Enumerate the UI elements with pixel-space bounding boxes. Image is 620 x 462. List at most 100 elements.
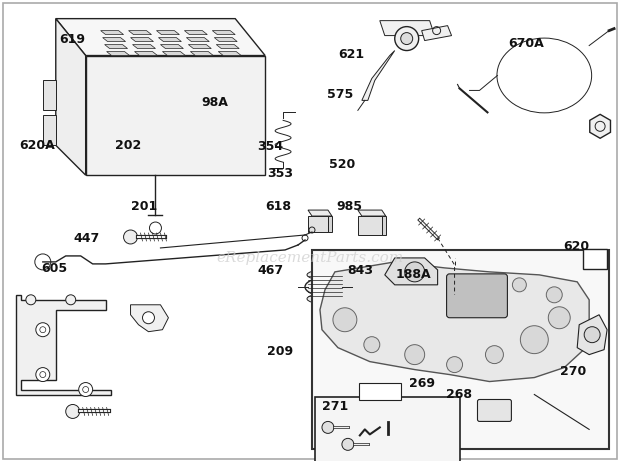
Polygon shape (188, 44, 211, 49)
Text: eReplacementParts.com: eReplacementParts.com (216, 251, 404, 265)
Circle shape (546, 287, 562, 303)
Circle shape (79, 383, 92, 396)
Circle shape (548, 307, 570, 328)
Text: 269: 269 (409, 377, 435, 390)
Polygon shape (16, 295, 110, 395)
Ellipse shape (307, 270, 343, 280)
FancyBboxPatch shape (376, 302, 400, 324)
Polygon shape (422, 25, 451, 41)
Polygon shape (382, 216, 386, 235)
Text: 620A: 620A (19, 139, 55, 152)
Circle shape (36, 368, 50, 382)
Circle shape (512, 278, 526, 292)
Text: 353: 353 (267, 167, 293, 180)
Text: 202: 202 (115, 139, 141, 152)
Text: 520: 520 (329, 158, 355, 171)
FancyBboxPatch shape (391, 258, 420, 285)
FancyBboxPatch shape (350, 394, 370, 419)
FancyBboxPatch shape (477, 400, 512, 421)
Polygon shape (103, 37, 126, 42)
Circle shape (342, 438, 354, 450)
FancyBboxPatch shape (404, 395, 450, 433)
Text: 618: 618 (265, 201, 291, 213)
Polygon shape (86, 55, 265, 175)
Polygon shape (362, 50, 395, 100)
Polygon shape (218, 52, 241, 55)
Polygon shape (385, 258, 438, 285)
Circle shape (520, 326, 548, 353)
Polygon shape (162, 52, 185, 55)
Polygon shape (590, 115, 611, 138)
Circle shape (446, 357, 463, 372)
Polygon shape (358, 210, 386, 216)
Circle shape (401, 33, 413, 44)
Text: 268: 268 (446, 389, 472, 401)
Polygon shape (100, 30, 123, 35)
Polygon shape (577, 315, 607, 355)
Text: 271: 271 (322, 400, 348, 413)
Circle shape (485, 346, 503, 364)
Text: 620: 620 (564, 240, 590, 253)
Polygon shape (328, 216, 332, 232)
Polygon shape (320, 262, 589, 382)
Circle shape (405, 262, 425, 282)
FancyBboxPatch shape (583, 249, 607, 269)
Circle shape (66, 404, 80, 419)
Circle shape (333, 308, 357, 332)
Polygon shape (380, 21, 435, 36)
Text: 605: 605 (41, 262, 67, 275)
Polygon shape (107, 52, 130, 55)
Text: 985: 985 (337, 201, 363, 213)
Circle shape (351, 331, 373, 353)
Text: 270: 270 (560, 365, 587, 378)
Text: 201: 201 (131, 201, 157, 213)
Bar (312, 250, 609, 450)
Circle shape (395, 27, 418, 50)
Text: 209: 209 (267, 345, 293, 358)
Polygon shape (156, 30, 179, 35)
Polygon shape (212, 30, 235, 35)
Bar (315, 397, 459, 462)
Text: 621: 621 (338, 49, 364, 61)
Polygon shape (161, 44, 184, 49)
Text: 354: 354 (257, 140, 283, 153)
Circle shape (584, 327, 600, 343)
Polygon shape (131, 305, 169, 332)
Circle shape (26, 295, 36, 305)
Polygon shape (128, 30, 151, 35)
Circle shape (380, 407, 396, 422)
Text: 98A: 98A (202, 96, 229, 109)
Polygon shape (184, 30, 207, 35)
Text: 619: 619 (60, 33, 86, 46)
Polygon shape (43, 116, 56, 145)
Polygon shape (190, 52, 213, 55)
FancyBboxPatch shape (359, 383, 401, 401)
Polygon shape (43, 80, 56, 110)
Circle shape (322, 421, 334, 433)
Text: 467: 467 (257, 264, 283, 277)
FancyBboxPatch shape (446, 274, 507, 318)
Circle shape (474, 284, 485, 296)
Polygon shape (105, 44, 128, 49)
FancyBboxPatch shape (405, 322, 435, 349)
Circle shape (36, 323, 50, 337)
Circle shape (405, 345, 425, 365)
Ellipse shape (305, 278, 345, 296)
Polygon shape (187, 37, 210, 42)
Text: 670A: 670A (508, 37, 544, 50)
Polygon shape (135, 52, 157, 55)
Circle shape (364, 337, 380, 353)
Circle shape (66, 295, 76, 305)
Polygon shape (308, 210, 332, 216)
Text: 188A: 188A (396, 268, 431, 281)
Ellipse shape (307, 294, 343, 304)
Text: 575: 575 (327, 88, 353, 101)
Polygon shape (215, 37, 237, 42)
Text: 447: 447 (74, 232, 100, 245)
Polygon shape (133, 44, 156, 49)
Polygon shape (159, 37, 182, 42)
Text: 843: 843 (347, 264, 373, 277)
Polygon shape (308, 216, 328, 232)
Circle shape (123, 230, 138, 244)
Polygon shape (216, 44, 239, 49)
